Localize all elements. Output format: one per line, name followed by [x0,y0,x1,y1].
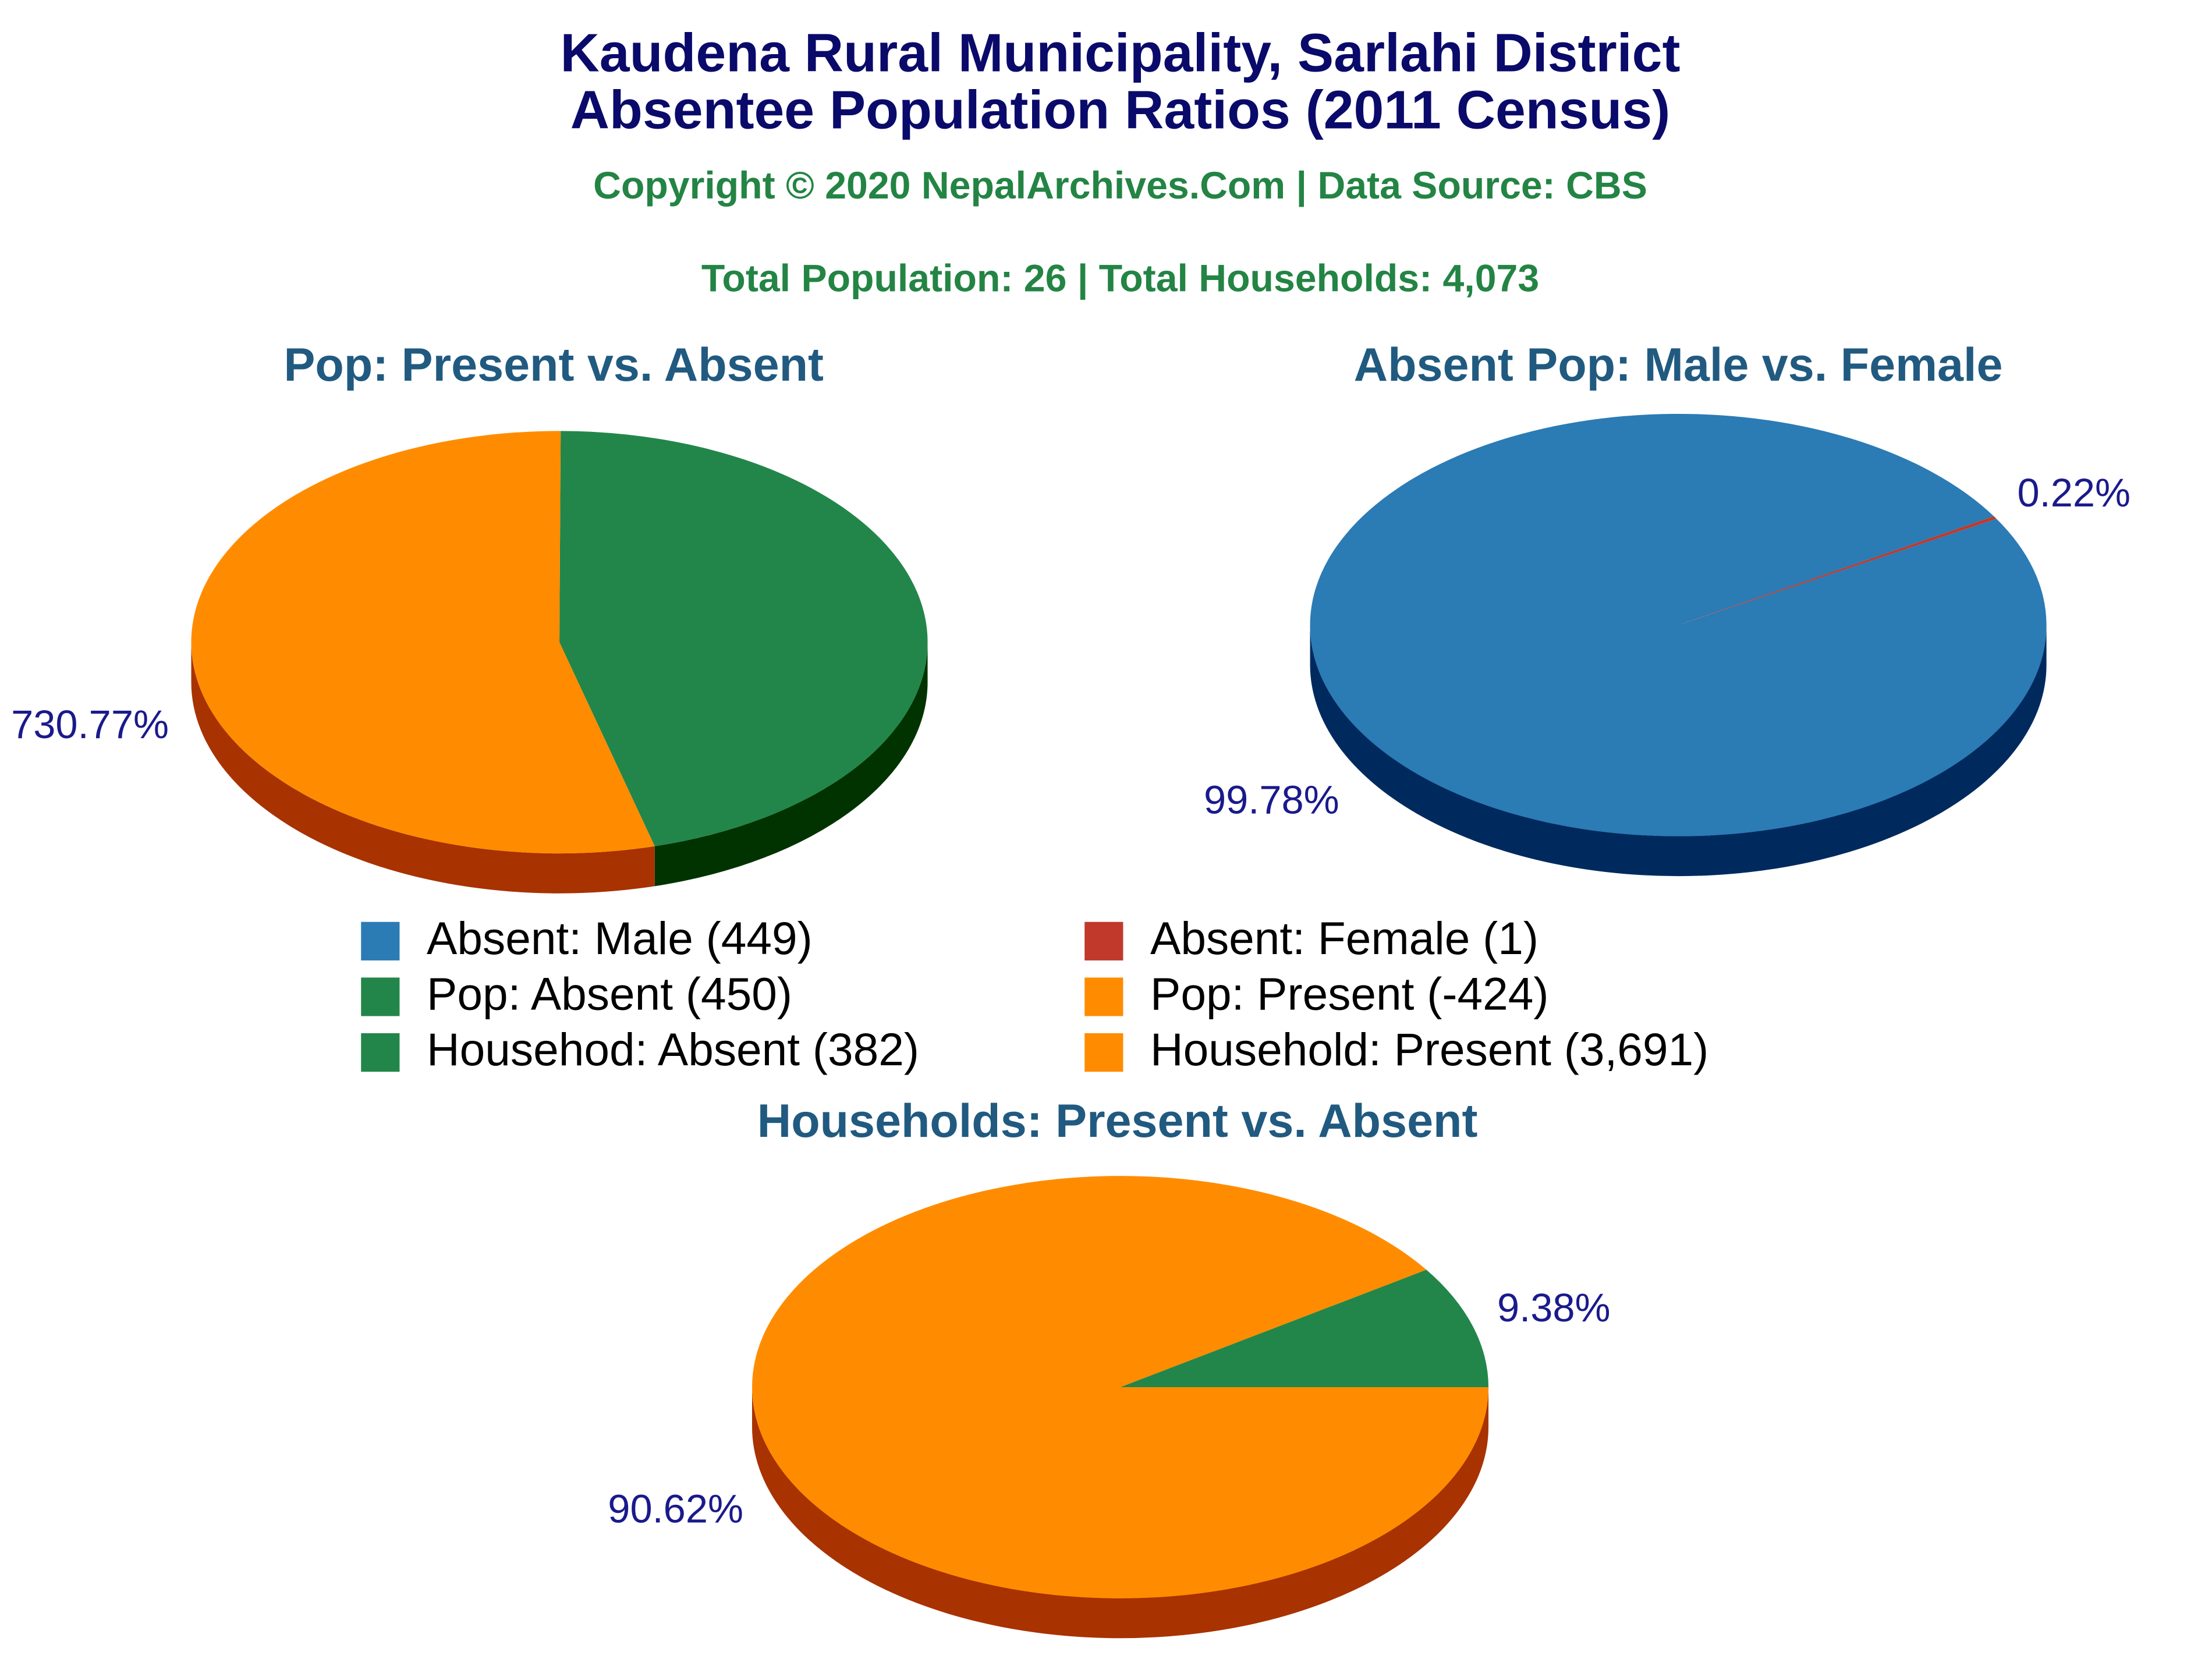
pie-title: Households: Present vs. Absent [757,1095,1478,1147]
slice [1678,516,1997,625]
legend-label: Pop: Absent (450) [427,968,792,1019]
slice-side [654,642,928,887]
legend-swatch [361,1033,400,1072]
legend-label: Househod: Absent (382) [427,1024,919,1075]
legend-label: Absent: Male (449) [427,913,813,964]
legend-swatch [361,921,400,960]
legend-swatch [1084,1033,1123,1072]
slice [191,431,655,854]
legend-label: Pop: Present (-424) [1150,968,1549,1019]
value-label: 730.77% [11,702,169,747]
slice [751,1176,1489,1598]
legend-swatch [1084,921,1123,960]
chart-title: Absentee Population Ratios (2011 Census) [570,80,1670,140]
value-label: 99.78% [1204,777,1339,822]
value-label: 9.38% [1497,1285,1611,1330]
chart-title: Kaudena Rural Municipality, Sarlahi Dist… [561,23,1681,83]
value-label: 90.62% [608,1486,743,1531]
slice-side [752,1387,1489,1639]
legend-label: Household: Present (3,691) [1150,1024,1708,1075]
pie-title: Absent Pop: Male vs. Female [1354,339,2003,391]
slice-side [1310,625,2047,877]
value-label: 0.22% [2017,470,2131,515]
pie-title: Pop: Present vs. Absent [283,339,823,391]
slice [1120,1270,1489,1387]
legend-label: Absent: Female (1) [1150,913,1539,964]
totals: Total Population: 26 | Total Households:… [701,257,1539,300]
legend-swatch [1084,977,1123,1016]
legend-swatch [361,977,400,1016]
slice [559,431,928,846]
slice-side [191,642,655,894]
slice [1310,413,2047,836]
copyright: Copyright © 2020 NepalArchives.Com | Dat… [593,164,1647,208]
